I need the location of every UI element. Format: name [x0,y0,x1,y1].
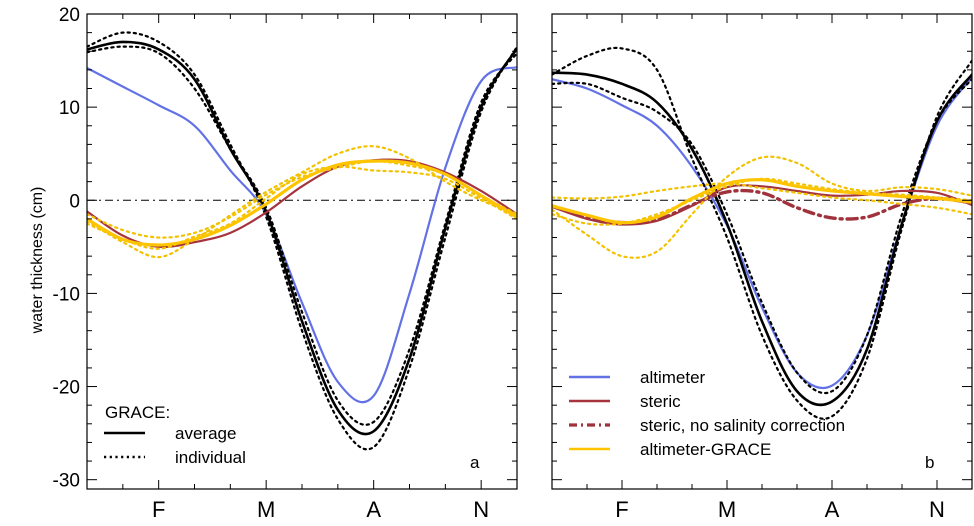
y-tick-label: 10 [59,98,80,119]
series-line-black [552,71,972,407]
panel-tag: b [925,453,934,472]
legend-label: average [175,424,236,443]
legend-label: steric, no salinity correction [640,416,845,435]
x-tick-label: M [718,497,736,522]
series-line-black [87,31,517,451]
x-tick-label: A [825,497,840,522]
series-line-altimeter [87,65,517,404]
series-line-black [87,45,517,426]
series-line-steric [552,184,972,226]
series-line-black [87,40,517,436]
legend-label: steric [640,392,681,411]
x-tick-label: N [473,497,489,522]
series-line-altimeter_grace_individual [87,165,517,250]
x-tick-label: F [615,497,628,522]
series-line-altimeter_grace_individual [552,182,972,216]
series-line-altimeter_grace_individual [87,145,517,259]
series-line-black [552,78,972,395]
x-tick-label: M [257,497,275,522]
legend-title: GRACE: [105,403,170,422]
panel-a: 20 10 0 -10 -20 -30 F M A N GRACE: average individua… [53,5,518,522]
series-line-altimeter_grace [552,178,972,225]
series-line-altimeter [552,76,972,390]
legend-label: altimeter-GRACE [640,440,771,459]
y-axis-label: water thickness (cm) [29,187,46,335]
series-line-altimeter_grace [87,159,517,247]
panel-tag: a [470,453,480,472]
y-tick-label: -30 [53,471,80,492]
y-tick-label: 20 [59,5,80,26]
y-tick-label: 0 [69,191,80,212]
legend-label: altimeter [640,368,706,387]
y-tick-label: -10 [53,284,80,305]
legend-label: individual [175,448,246,467]
series-line-black [552,46,972,420]
x-tick-label: A [366,497,381,522]
x-tick-label: N [929,497,945,522]
series-line-steric [87,158,517,249]
series-line-altimeter_grace_individual [552,155,972,259]
y-tick-label: -20 [53,378,80,399]
x-tick-label: F [152,497,165,522]
